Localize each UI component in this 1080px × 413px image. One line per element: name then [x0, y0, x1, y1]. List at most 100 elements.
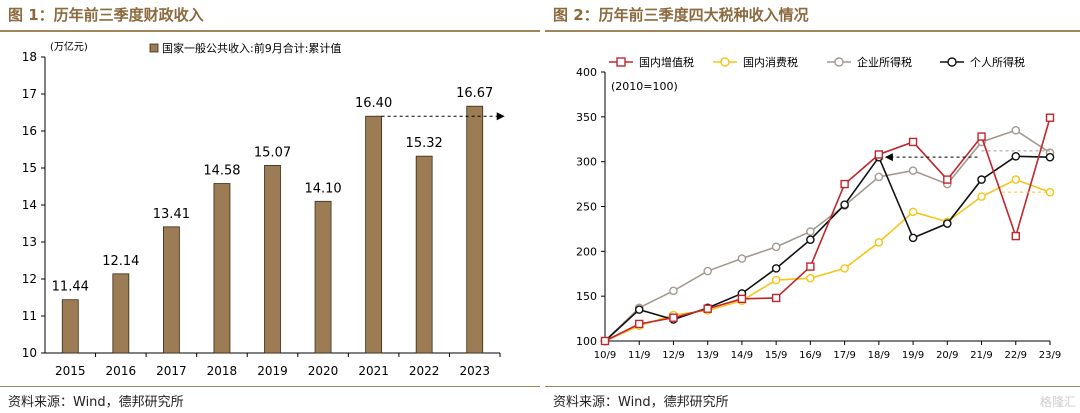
figure-1-source: 资料来源：Wind，德邦研究所 — [8, 395, 184, 410]
x-tick-label: 2023 — [459, 364, 490, 378]
y-tick-label: 12 — [22, 272, 37, 286]
bar-value-label: 16.40 — [355, 96, 392, 111]
legend-label: 企业所得税 — [857, 55, 912, 69]
bar-value-label: 15.07 — [254, 145, 291, 160]
data-point — [771, 275, 781, 285]
legend-marker — [834, 57, 844, 67]
x-tick-label: 13/9 — [696, 350, 718, 361]
y-tick-label: 400 — [576, 66, 597, 79]
bar-value-label: 15.32 — [406, 136, 443, 151]
watermark-logo: 格隆汇 — [1039, 395, 1076, 409]
data-point — [908, 137, 918, 147]
x-tick-label: 2021 — [358, 364, 389, 378]
data-point — [737, 254, 747, 263]
y-tick-label: 150 — [576, 290, 597, 303]
legend-label: 国家一般公共收入:前9月合计:累计值 — [162, 41, 341, 55]
data-point — [943, 175, 952, 184]
data-point — [908, 233, 918, 243]
x-tick-label: 20/9 — [936, 350, 958, 361]
figure-2-source: 资料来源：Wind，德邦研究所 — [553, 395, 729, 410]
x-tick-label: 23/9 — [1039, 350, 1061, 361]
data-point — [874, 150, 884, 159]
data-point — [1011, 175, 1021, 184]
y-tick-label: 10 — [22, 346, 37, 360]
data-point — [600, 336, 610, 346]
data-point — [977, 192, 986, 201]
figure-1-title: 图 1：历年前三季度财政收入 — [8, 6, 204, 24]
x-tick-label: 2015 — [55, 364, 86, 378]
figure-2-title: 图 2：历年前三季度四大税种收入情况 — [553, 6, 809, 24]
series-line — [604, 155, 1051, 342]
y-tick-label: 300 — [576, 156, 597, 169]
x-tick-label: 22/9 — [1005, 350, 1027, 361]
y-tick-label: 13 — [22, 235, 37, 249]
x-tick-label: 19/9 — [902, 350, 924, 361]
bar — [314, 200, 332, 354]
data-point — [1045, 113, 1055, 122]
data-point — [806, 235, 815, 244]
y-tick-label: 100 — [576, 335, 597, 348]
y-tick-label: 200 — [576, 245, 597, 258]
figure-1-bar-chart: (万亿元) 10 11 12 13 14 15 16 17 18 国家一般公共收入:前9月合计:累计… — [22, 40, 505, 378]
y-tick-label: 14 — [22, 198, 37, 212]
legend-label: 国内增值税 — [639, 55, 694, 69]
x-tick-label: 2020 — [308, 364, 339, 378]
bar-value-label: 14.10 — [304, 181, 341, 196]
data-point — [840, 179, 849, 189]
bar-value-label: 14.58 — [203, 164, 240, 179]
x-tick-label: 18/9 — [868, 350, 890, 361]
x-tick-label: 12/9 — [662, 350, 684, 361]
bar — [213, 183, 231, 354]
data-point — [943, 219, 952, 228]
annotation-arrowhead — [496, 112, 505, 121]
data-point — [669, 313, 678, 322]
data-point — [840, 264, 849, 273]
series-line — [604, 117, 1051, 342]
data-point — [669, 286, 678, 296]
data-point — [977, 132, 986, 141]
data-point — [737, 294, 747, 304]
data-point — [771, 264, 781, 273]
data-point — [806, 273, 815, 283]
legend-marker — [616, 57, 626, 67]
bar-value-label: 16.67 — [456, 86, 493, 101]
data-point — [977, 175, 986, 184]
y-tick-label: 250 — [576, 201, 597, 214]
x-tick-label: 10/9 — [594, 350, 616, 361]
x-tick-label: 14/9 — [731, 350, 753, 361]
y-tick-label: 17 — [22, 87, 37, 101]
bar — [415, 155, 433, 354]
data-point — [874, 238, 884, 247]
legend-marker — [947, 57, 957, 67]
series-line — [604, 129, 1051, 342]
data-point — [634, 305, 644, 314]
data-point — [1045, 187, 1055, 197]
y-tick-label: 11 — [22, 309, 37, 323]
data-point — [1011, 231, 1020, 241]
y-tick-label: 18 — [22, 50, 37, 64]
base-year-note: (2010=100) — [611, 80, 678, 93]
y-tick-label: 15 — [22, 161, 37, 175]
legend-label: 国内消费税 — [743, 55, 798, 69]
bar-value-label: 12.14 — [102, 254, 139, 269]
figure-2-panel: 图 2：历年前三季度四大税种收入情况 100 150 200 250 300 350 400… — [545, 0, 1080, 413]
bar — [112, 273, 130, 354]
x-tick-label: 2018 — [207, 364, 238, 378]
data-point — [1011, 151, 1021, 161]
annotation-arrowhead — [884, 153, 893, 162]
data-point — [703, 304, 712, 313]
data-point — [771, 242, 781, 252]
data-point — [771, 293, 781, 303]
y-unit-label: (万亿元) — [50, 40, 88, 53]
bar — [264, 165, 281, 354]
figure-1-title-rule — [0, 30, 540, 32]
bar — [162, 226, 180, 354]
legend-label: 个人所得税 — [970, 55, 1025, 69]
data-point — [635, 319, 644, 329]
bar-value-label: 13.41 — [153, 207, 190, 222]
data-point — [908, 166, 918, 175]
data-point — [840, 200, 849, 210]
x-tick-label: 2017 — [156, 364, 187, 378]
bar — [365, 115, 383, 354]
data-point — [1011, 125, 1021, 135]
